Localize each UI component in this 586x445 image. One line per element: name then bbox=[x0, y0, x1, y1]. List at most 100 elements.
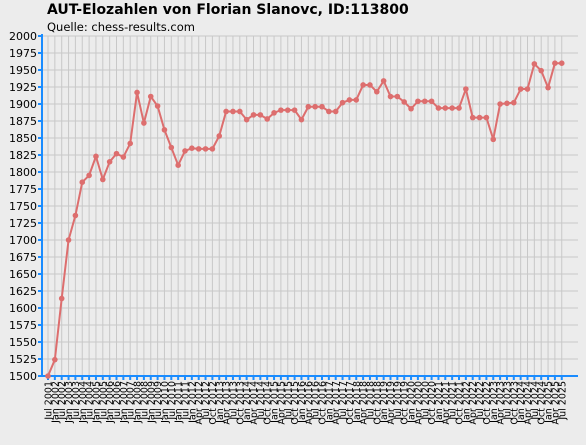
x-tick-label: Oct 2023 bbox=[509, 381, 520, 425]
x-tick-label: Apr 2021 bbox=[441, 381, 452, 425]
x-tick-label: Oct 2014 bbox=[263, 381, 274, 425]
data-point bbox=[305, 103, 312, 110]
x-tick-label: Jul 2007 bbox=[126, 381, 137, 421]
y-tick-label: 1700 bbox=[9, 234, 37, 247]
y-tick-label: 1625 bbox=[9, 285, 37, 298]
data-point bbox=[79, 179, 86, 185]
y-tick-label: 1900 bbox=[9, 98, 37, 111]
data-point bbox=[298, 116, 305, 123]
x-tick-label: Jul 2012 bbox=[201, 381, 212, 421]
data-point bbox=[120, 154, 127, 160]
x-tick-label: Jan 2018 bbox=[352, 381, 363, 424]
x-tick-label: Jan 2007 bbox=[119, 381, 130, 424]
x-tick-label: Jan 2019 bbox=[379, 381, 390, 424]
data-point bbox=[45, 373, 51, 379]
x-tick-label: Oct 2024 bbox=[537, 381, 548, 425]
x-tick-label: Oct 2018 bbox=[372, 381, 383, 425]
y-tick-label: 1775 bbox=[9, 183, 37, 196]
x-tick-label: Jul 2004 bbox=[85, 381, 96, 421]
x-tick-label: Oct 2021 bbox=[455, 381, 466, 425]
data-point bbox=[189, 145, 195, 151]
data-point bbox=[86, 172, 92, 179]
y-tick-label: 1875 bbox=[9, 115, 37, 128]
y-tick-label: 1725 bbox=[9, 217, 37, 230]
data-point bbox=[545, 84, 551, 91]
data-point bbox=[134, 89, 140, 96]
x-tick-label: Jul 2008 bbox=[139, 381, 150, 421]
chart-title: AUT-Elozahlen von Florian Slanovc, ID:11… bbox=[47, 2, 409, 18]
x-tick-label: Jan 2012 bbox=[187, 381, 198, 424]
data-point bbox=[147, 93, 154, 100]
x-tick-label: Jul 2020 bbox=[420, 381, 431, 421]
x-tick-label: Apr 2022 bbox=[468, 381, 479, 425]
y-tick-label: 2000 bbox=[9, 30, 37, 43]
x-tick-label: Oct 2020 bbox=[427, 381, 438, 425]
x-tick-label: Apr 2025 bbox=[550, 381, 561, 425]
data-point bbox=[230, 108, 236, 115]
data-point bbox=[141, 120, 147, 126]
data-point bbox=[58, 295, 65, 302]
x-tick-label: Oct 2019 bbox=[400, 381, 411, 425]
x-tick-label: Jul 2024 bbox=[530, 381, 541, 421]
x-tick-label: Oct 2016 bbox=[318, 381, 329, 425]
x-tick-label: Jul 2005 bbox=[98, 381, 109, 421]
data-point bbox=[374, 88, 380, 95]
y-tick-label: 1650 bbox=[9, 268, 37, 281]
x-tick-label: Jan 2021 bbox=[434, 381, 445, 424]
x-tick-label: Jul 2021 bbox=[448, 381, 459, 421]
data-point bbox=[435, 105, 442, 111]
data-point bbox=[250, 112, 257, 118]
data-point bbox=[380, 78, 387, 84]
data-point bbox=[52, 356, 58, 363]
y-tick-label: 1500 bbox=[9, 370, 37, 383]
x-tick-label: Apr 2017 bbox=[331, 381, 342, 425]
y-tick-label: 1850 bbox=[9, 132, 37, 145]
data-point bbox=[538, 67, 544, 74]
y-tick-label: 1550 bbox=[9, 336, 37, 349]
data-point bbox=[408, 105, 414, 112]
data-point bbox=[490, 136, 497, 143]
x-tick-label: Jan 2016 bbox=[297, 381, 308, 424]
data-point bbox=[469, 114, 476, 121]
data-point bbox=[511, 99, 517, 106]
data-point bbox=[161, 127, 168, 133]
x-tick-label: Jul 2010 bbox=[167, 381, 178, 421]
x-tick-label: Jul 2014 bbox=[256, 381, 267, 421]
x-tick-label: Jul 2019 bbox=[393, 381, 404, 421]
x-tick-label: Jan 2004 bbox=[78, 381, 89, 424]
x-tick-label: Jan 2002 bbox=[50, 381, 61, 424]
data-point bbox=[531, 61, 538, 67]
x-tick-label: Apr 2013 bbox=[222, 381, 233, 425]
x-tick-label: Jul 2025 bbox=[557, 381, 568, 421]
data-point bbox=[552, 60, 558, 66]
data-point bbox=[72, 212, 79, 219]
data-point bbox=[182, 148, 188, 154]
data-point bbox=[216, 133, 223, 139]
y-tick-label: 1525 bbox=[9, 353, 37, 366]
data-point bbox=[415, 98, 421, 105]
data-point bbox=[284, 107, 291, 113]
x-tick-label: Jul 2018 bbox=[365, 381, 376, 421]
x-tick-label: Jan 2008 bbox=[133, 381, 144, 424]
data-point bbox=[168, 144, 175, 151]
data-point bbox=[278, 107, 284, 113]
data-point bbox=[113, 150, 120, 157]
x-tick-label: Jan 2011 bbox=[174, 381, 185, 424]
data-point bbox=[100, 176, 106, 183]
data-point bbox=[243, 116, 250, 123]
y-tick-label: 1675 bbox=[9, 251, 37, 264]
data-point bbox=[65, 237, 72, 243]
x-tick-label: Apr 2018 bbox=[359, 381, 370, 425]
y-tick-label: 1750 bbox=[9, 200, 37, 213]
chart-source: Quelle: chess-results.com bbox=[47, 20, 195, 34]
x-tick-label: Apr 2023 bbox=[496, 381, 507, 425]
x-tick-label: Oct 2013 bbox=[235, 381, 246, 425]
data-point bbox=[524, 86, 531, 92]
x-tick-label: Jan 2020 bbox=[407, 381, 418, 424]
data-point bbox=[401, 99, 408, 105]
data-point bbox=[497, 101, 503, 107]
x-tick-label: Jan 2025 bbox=[544, 381, 555, 424]
x-tick-label: Jul 2002 bbox=[57, 381, 68, 421]
data-point bbox=[195, 146, 202, 152]
y-tick-label: 1800 bbox=[9, 166, 37, 179]
